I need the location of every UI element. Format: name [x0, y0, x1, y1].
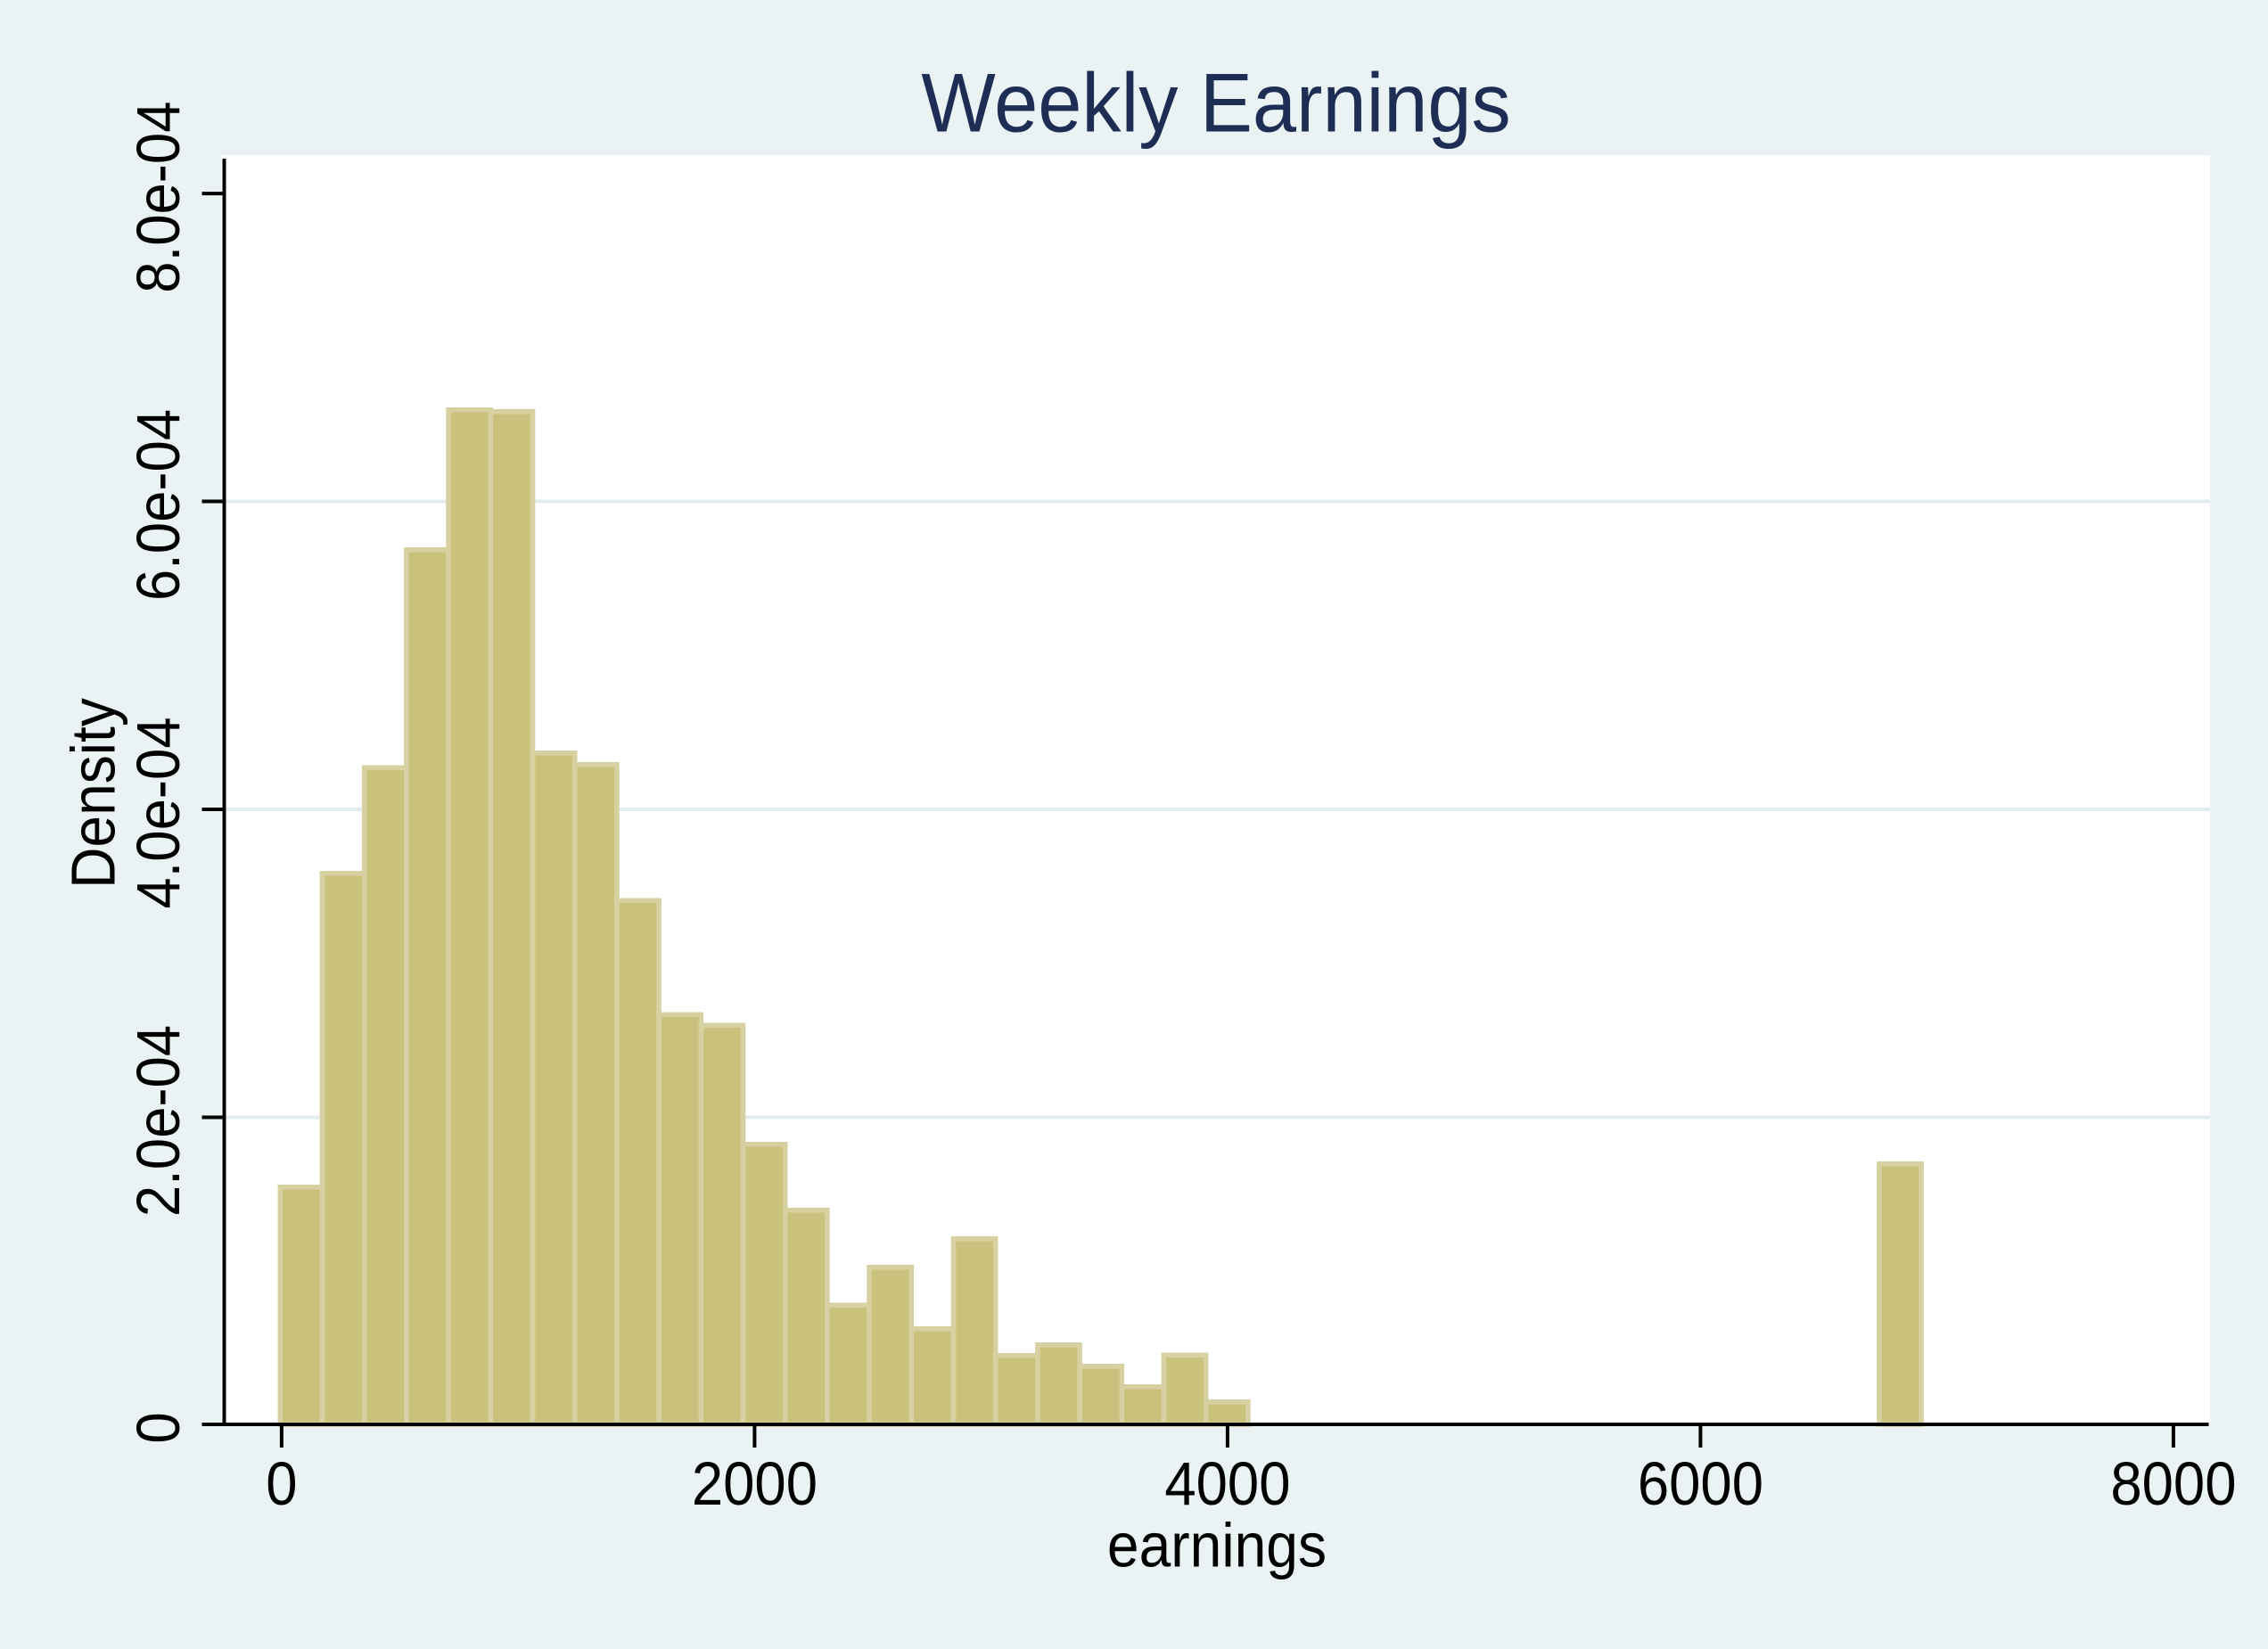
svg-text:Weekly Earnings: Weekly Earnings	[921, 56, 1510, 150]
svg-text:0: 0	[125, 1412, 193, 1443]
svg-text:2.0e-04: 2.0e-04	[125, 1025, 193, 1217]
svg-text:6.0e-04: 6.0e-04	[125, 409, 193, 601]
svg-text:0: 0	[266, 1450, 297, 1519]
svg-text:earnings: earnings	[1107, 1511, 1327, 1580]
svg-text:4.0e-04: 4.0e-04	[125, 717, 193, 908]
svg-text:4000: 4000	[1164, 1450, 1290, 1519]
svg-text:8.0e-04: 8.0e-04	[125, 101, 193, 292]
svg-text:2000: 2000	[692, 1450, 818, 1519]
svg-text:8000: 8000	[2110, 1450, 2236, 1519]
svg-text:Density: Density	[59, 698, 128, 889]
svg-text:6000: 6000	[1638, 1450, 1763, 1519]
